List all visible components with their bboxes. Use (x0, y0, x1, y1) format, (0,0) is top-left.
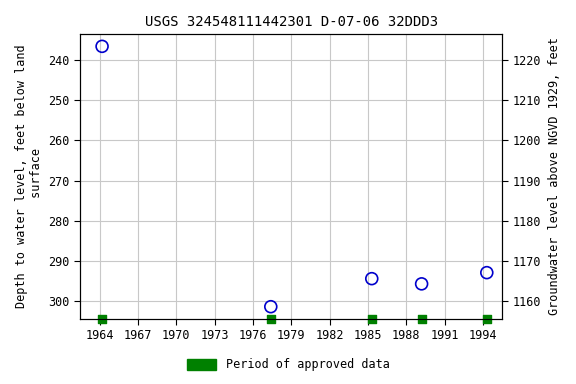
Point (266, 304, 275, 310)
Point (367, 316, 376, 322)
Legend: Period of approved data: Period of approved data (182, 354, 394, 376)
Point (417, 316, 426, 322)
Point (482, 270, 491, 276)
Point (266, 316, 275, 322)
Point (97, 316, 107, 322)
Point (367, 276, 376, 282)
Point (97, 43, 107, 50)
Y-axis label: Groundwater level above NGVD 1929, feet: Groundwater level above NGVD 1929, feet (548, 38, 561, 315)
Title: USGS 324548111442301 D-07-06 32DDD3: USGS 324548111442301 D-07-06 32DDD3 (145, 15, 438, 29)
Point (417, 281, 426, 287)
Y-axis label: Depth to water level, feet below land
 surface: Depth to water level, feet below land su… (15, 45, 43, 308)
Point (482, 316, 491, 322)
